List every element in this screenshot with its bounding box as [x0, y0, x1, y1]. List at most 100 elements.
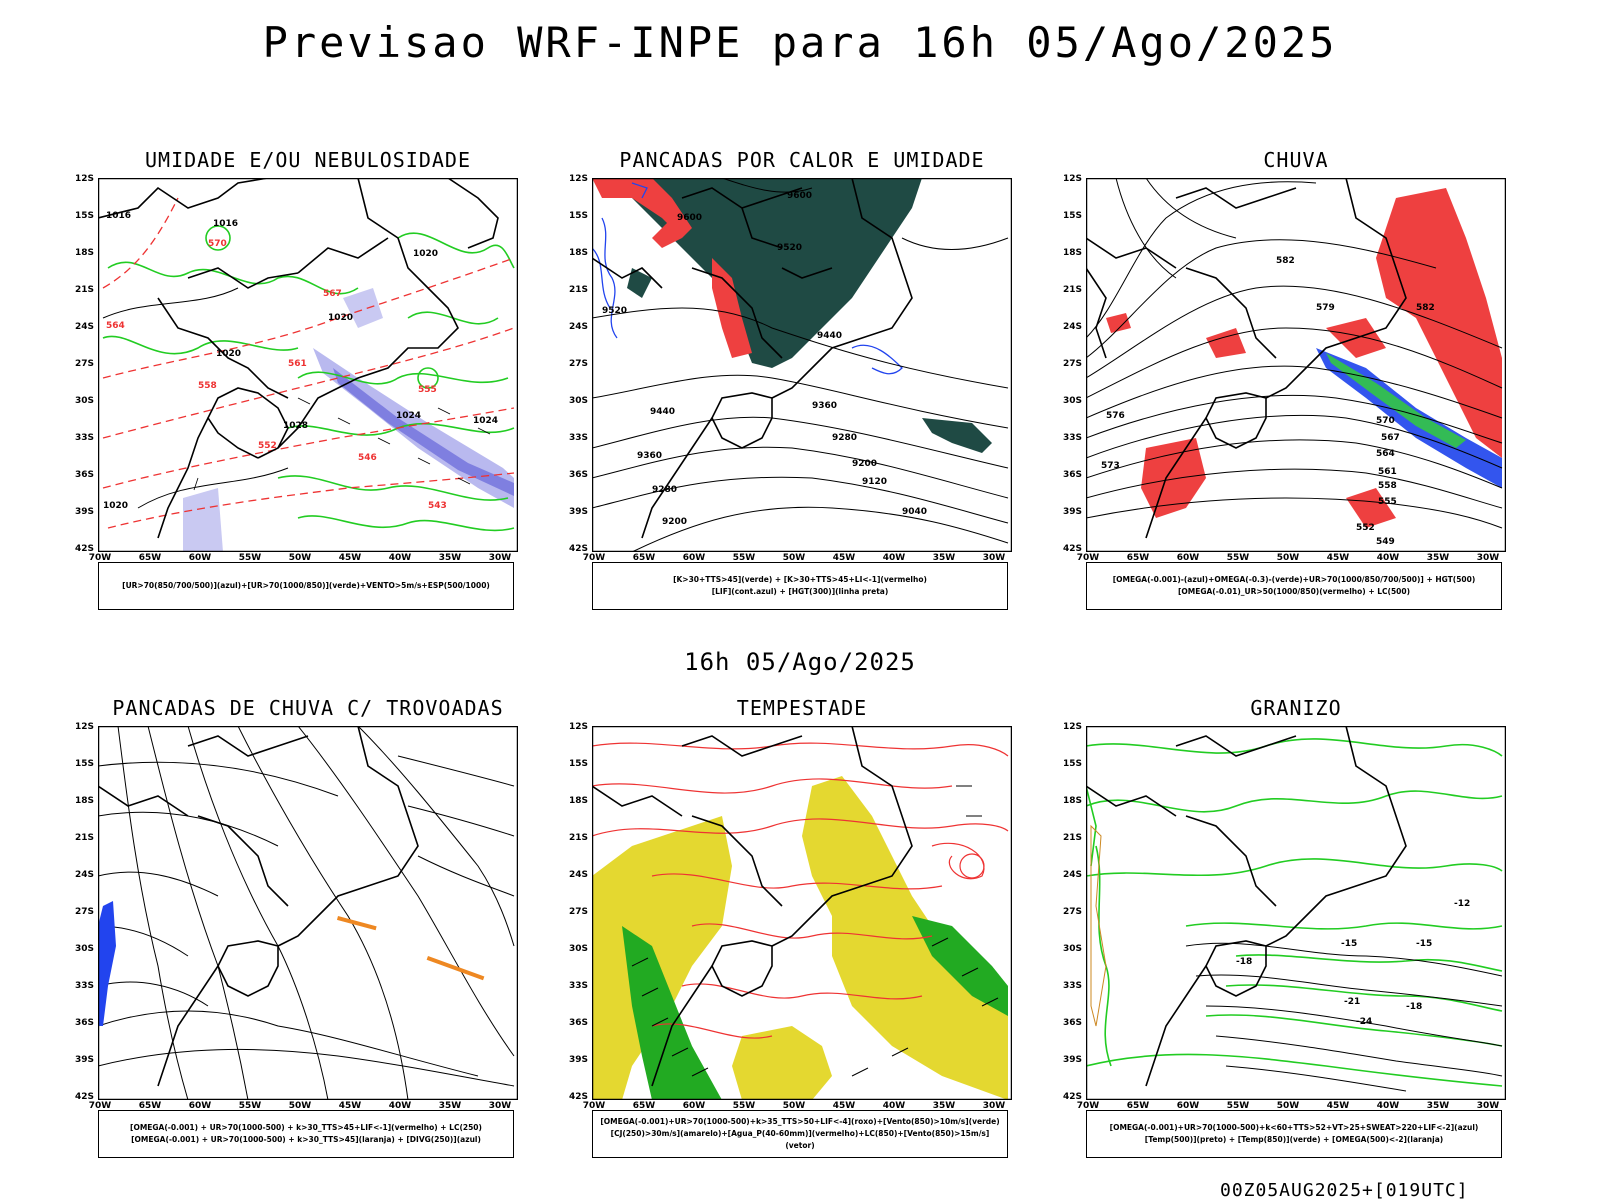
contour-label: 567 [1381, 433, 1400, 443]
lat-tick-label: 33S [568, 981, 588, 991]
contour-label: -18 [1236, 957, 1252, 967]
lat-tick-label: 33S [74, 433, 94, 443]
panel-title: TEMPESTADE [736, 696, 868, 720]
lat-tick-label: 12S [1062, 174, 1082, 184]
map-pancadas-calor: 9600 9600 9520 9520 9440 9440 9360 9360 … [592, 178, 1012, 552]
contour-label: 1020 [328, 313, 353, 323]
lon-tick-label: 40W [1376, 553, 1400, 563]
lat-tick-label: 12S [74, 174, 94, 184]
legend: [OMEGA(-0.001)+UR>70(1000-500)+k>35_TTS>… [592, 1110, 1008, 1158]
contour-label: 558 [1378, 481, 1397, 491]
legend: [UR>70(850/700/500)](azul)+[UR>70(1000/8… [98, 562, 514, 610]
contour-label: 552 [1356, 523, 1375, 533]
panel-title: PANCADAS DE CHUVA C/ TROVOADAS [112, 696, 504, 720]
panel-title: PANCADAS POR CALOR E UMIDADE [619, 148, 985, 172]
legend-line: [Temp(500)](preto) + [Temp(850)](verde) … [1144, 1135, 1444, 1144]
contour-label: 582 [1276, 256, 1295, 266]
map-umidade: 1016 1016 1020 1020 1020 1024 1024 1028 … [98, 178, 518, 552]
contour-label: 1028 [283, 421, 308, 431]
contour-label: 564 [1376, 449, 1395, 459]
contour-label: -15 [1416, 939, 1432, 949]
legend: [K>30+TTS>45](verde) + [K>30+TTS>45+LI<-… [592, 562, 1008, 610]
lon-tick-label: 35W [932, 553, 956, 563]
contour-label: 9440 [650, 407, 675, 417]
lat-tick-label: 33S [568, 433, 588, 443]
valid-time-subtitle: 16h 05/Ago/2025 [684, 648, 916, 676]
legend-line: [K>30+TTS>45](verde) + [K>30+TTS>45+LI<-… [673, 575, 927, 584]
contour-label: 1020 [216, 349, 241, 359]
legend-line: [OMEGA(-0.01)_UR>50(1000/850)(vermelho) … [1177, 587, 1411, 596]
lon-tick-label: 65W [632, 1101, 656, 1111]
lat-tick-label: 12S [568, 174, 588, 184]
lat-tick-label: 21S [568, 833, 588, 843]
contour-label: 549 [1376, 537, 1395, 547]
contour-label: 561 [288, 359, 307, 369]
lon-tick-label: 60W [682, 553, 706, 563]
lat-tick-label: 36S [74, 1018, 94, 1028]
contour-label: -15 [1341, 939, 1357, 949]
lat-tick-label: 27S [74, 359, 94, 369]
contour-label: 9280 [652, 485, 677, 495]
lon-tick-label: 30W [982, 553, 1006, 563]
lon-tick-label: 70W [88, 1101, 112, 1111]
lon-tick-label: 45W [1326, 1101, 1350, 1111]
contour-label: 579 [1316, 303, 1335, 313]
contour-label: 9360 [812, 401, 837, 411]
lat-tick-label: 27S [568, 907, 588, 917]
contour-label: 1024 [473, 416, 498, 426]
panel-title: GRANIZO [1250, 696, 1342, 720]
lon-tick-label: 35W [438, 553, 462, 563]
lon-tick-label: 40W [882, 553, 906, 563]
lat-tick-label: 42S [568, 544, 588, 554]
lon-tick-label: 50W [288, 553, 312, 563]
legend-line: [OMEGA(-0.001) + UR>70(1000-500) + k>30_… [131, 1135, 481, 1144]
lat-tick-label: 42S [1062, 1092, 1082, 1102]
contour-label: 9360 [637, 451, 662, 461]
contour-label: 9120 [862, 477, 887, 487]
legend: [OMEGA(-0.001) + UR>70(1000-500) + k>30_… [98, 1110, 514, 1158]
lat-tick-label: 15S [568, 759, 588, 769]
lat-tick-label: 12S [74, 722, 94, 732]
lon-tick-label: 60W [1176, 553, 1200, 563]
lat-tick-label: 42S [568, 1092, 588, 1102]
lon-tick-label: 50W [782, 553, 806, 563]
lat-tick-label: 33S [74, 981, 94, 991]
lon-tick-label: 60W [188, 553, 212, 563]
lat-tick-label: 36S [568, 470, 588, 480]
lat-tick-label: 30S [1062, 944, 1082, 954]
lat-tick-label: 30S [74, 396, 94, 406]
lat-tick-label: 12S [568, 722, 588, 732]
lat-tick-label: 27S [1062, 907, 1082, 917]
lon-tick-label: 45W [832, 553, 856, 563]
lon-tick-label: 35W [932, 1101, 956, 1111]
lon-tick-label: 65W [138, 1101, 162, 1111]
lat-tick-label: 15S [74, 759, 94, 769]
contour-label: 546 [358, 453, 377, 463]
lon-tick-label: 65W [632, 553, 656, 563]
contour-label: 9600 [787, 191, 812, 201]
lon-tick-label: 50W [1276, 553, 1300, 563]
lon-tick-label: 40W [1376, 1101, 1400, 1111]
lat-tick-label: 36S [1062, 1018, 1082, 1028]
contour-label: 9040 [902, 507, 927, 517]
map-pancadas-trovoadas [98, 726, 518, 1100]
contour-label: 543 [428, 501, 447, 511]
lat-tick-label: 24S [1062, 322, 1082, 332]
contour-label: 552 [258, 441, 277, 451]
legend-line: [OMEGA(-0.001) + UR>70(1000-500) + k>30_… [130, 1123, 482, 1132]
lat-tick-label: 30S [568, 944, 588, 954]
lat-tick-label: 18S [74, 796, 94, 806]
lon-tick-label: 35W [1426, 553, 1450, 563]
lat-tick-label: 39S [74, 1055, 94, 1065]
lat-tick-label: 24S [568, 870, 588, 880]
lon-tick-label: 60W [682, 1101, 706, 1111]
contour-label: -21 [1344, 997, 1360, 1007]
legend-line: [OMEGA(-0.001)+UR>70(1000-500)+k<60+TTS>… [1109, 1123, 1479, 1132]
lat-tick-label: 27S [568, 359, 588, 369]
lat-tick-label: 15S [1062, 211, 1082, 221]
contour-label: 1024 [396, 411, 421, 421]
lat-tick-label: 39S [568, 507, 588, 517]
contour-label: 570 [208, 239, 227, 249]
lat-tick-label: 42S [74, 1092, 94, 1102]
lon-tick-label: 55W [238, 1101, 262, 1111]
